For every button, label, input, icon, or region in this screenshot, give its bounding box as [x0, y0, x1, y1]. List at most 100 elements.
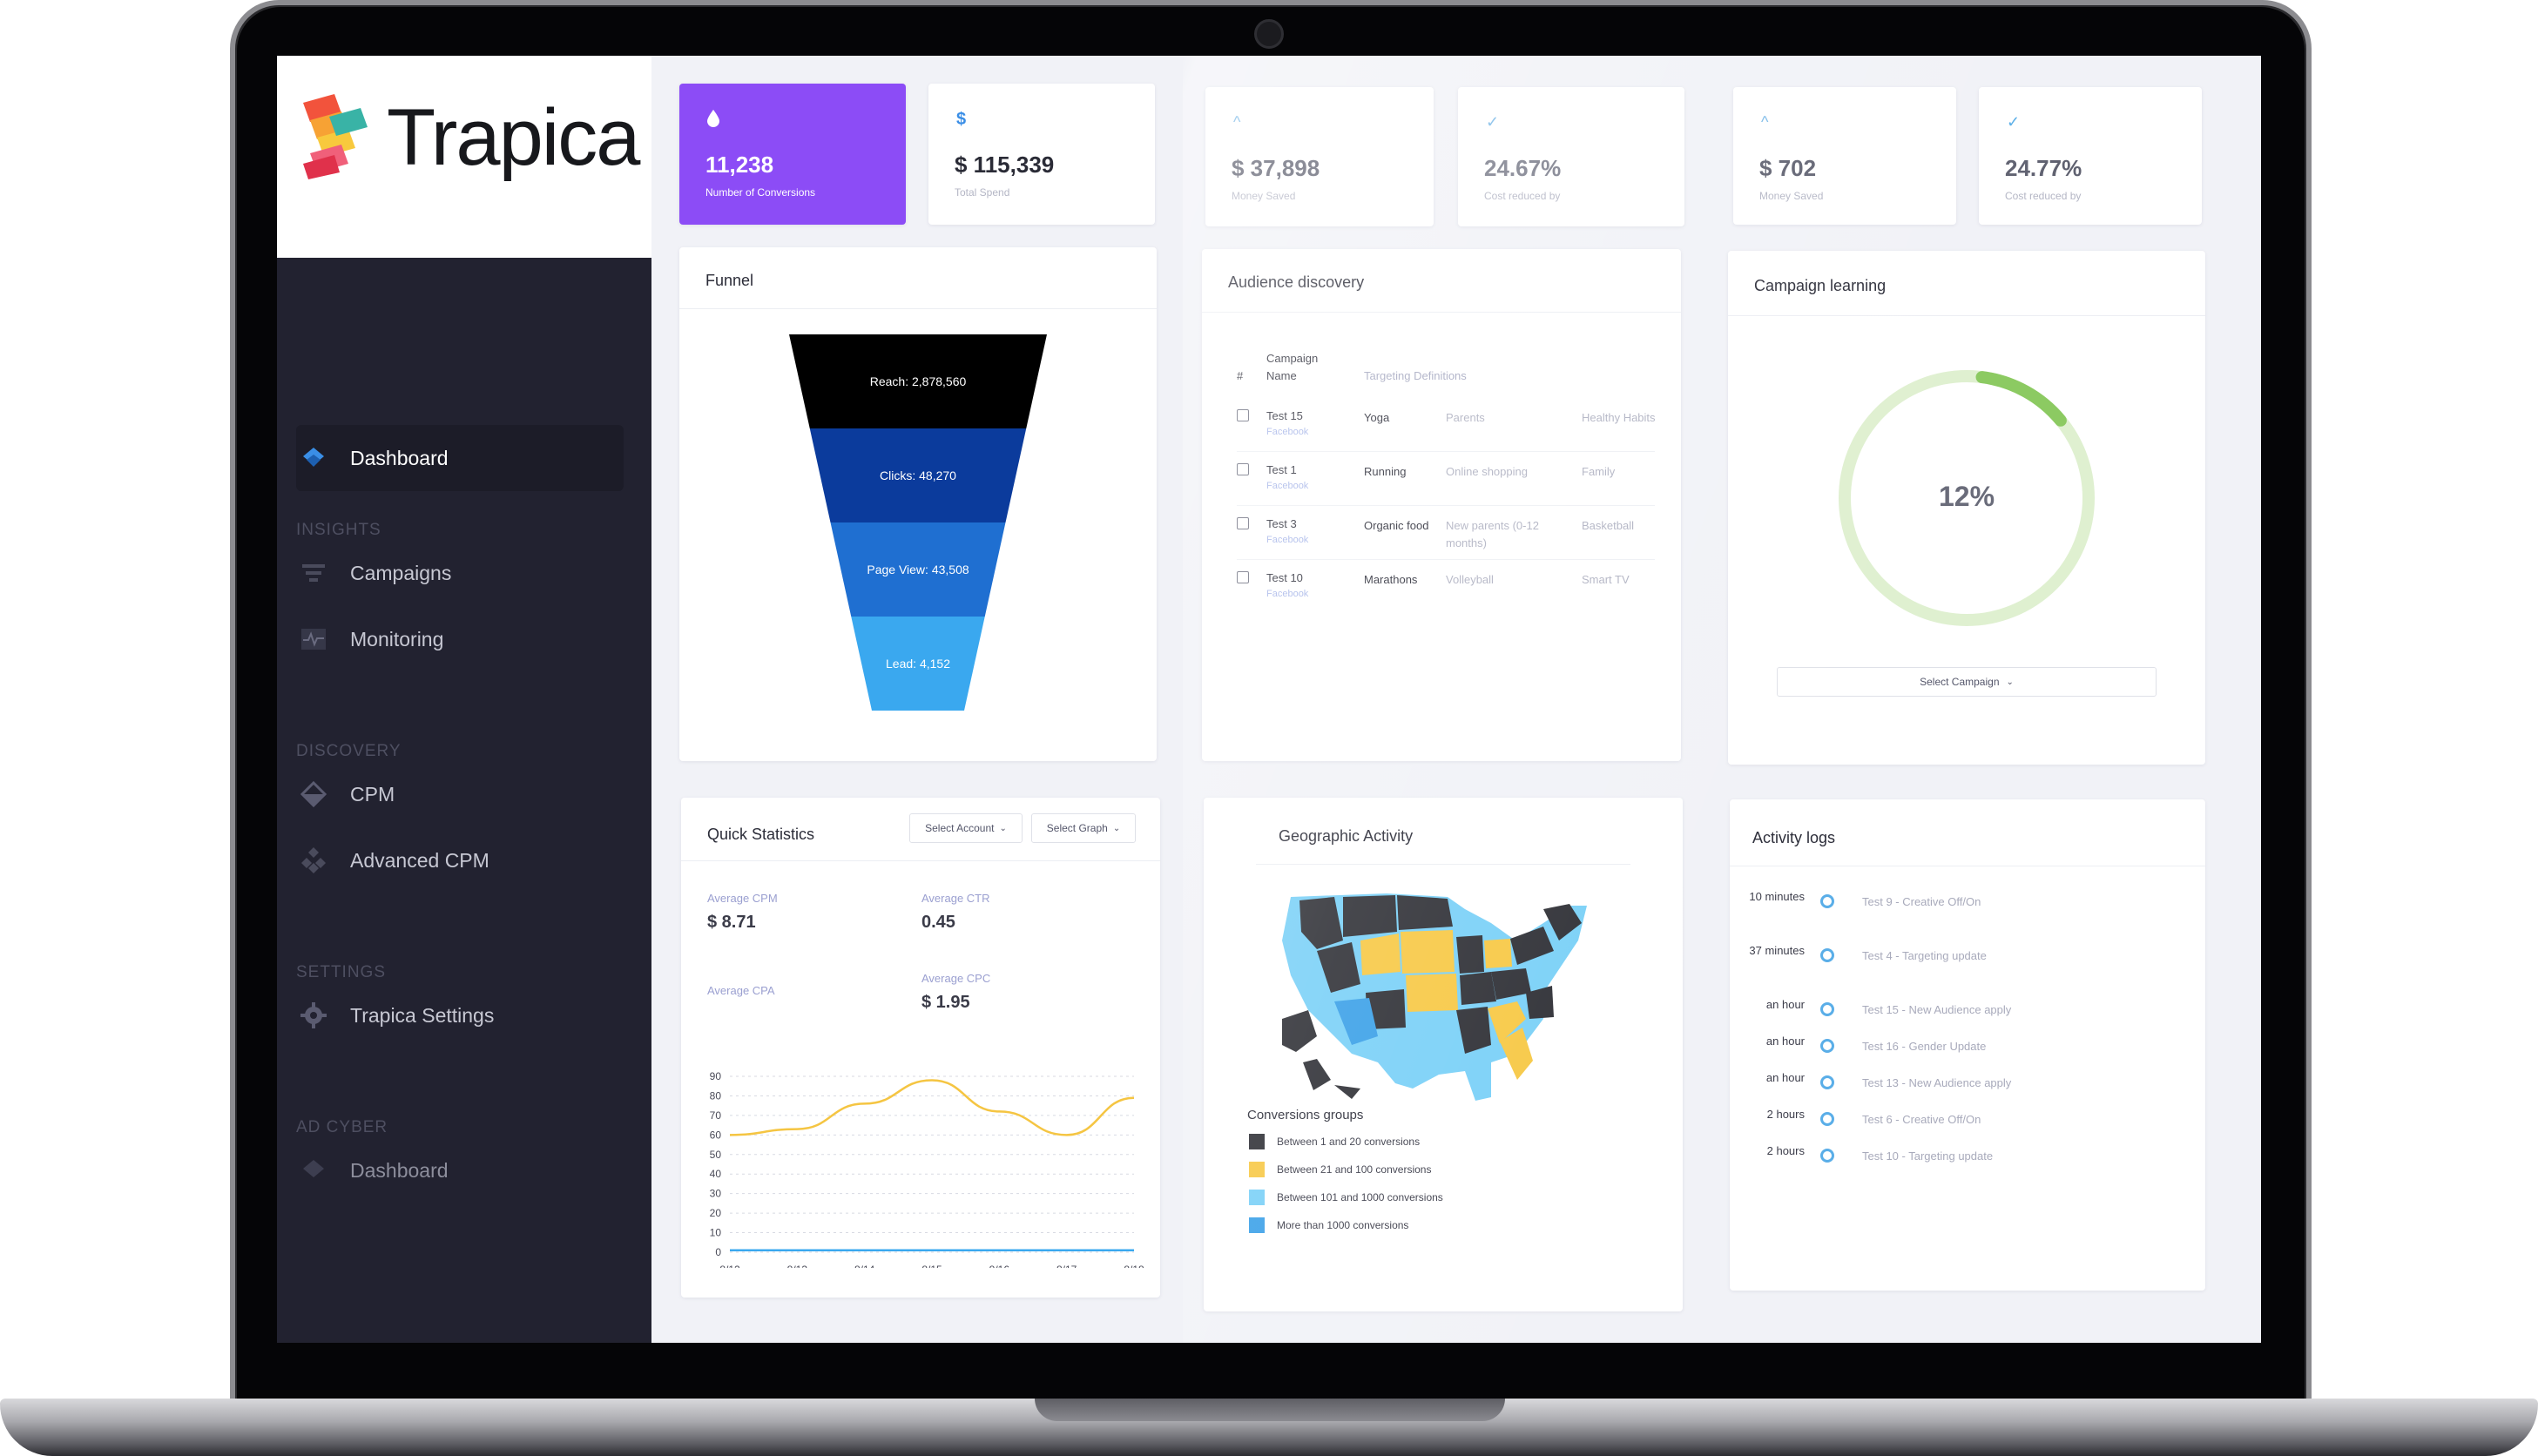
log-text: Test 6 - Creative Off/On: [1862, 1113, 1981, 1126]
sidebar-item-monitoring[interactable]: Monitoring: [296, 606, 624, 672]
y-tick-label: 40: [710, 1168, 722, 1180]
row-divider: [1237, 451, 1655, 452]
stat-value-cpc: $ 1.95: [921, 993, 970, 1012]
sidebar-item-cpm[interactable]: CPM: [296, 761, 624, 827]
x-tick-label: 8/17: [1056, 1264, 1077, 1268]
legend-label: Between 101 and 1000 conversions: [1277, 1191, 1443, 1203]
targeting-2: Parents: [1446, 411, 1485, 424]
kpi-value: $ 115,339: [955, 152, 1055, 178]
card-title: Funnel: [705, 272, 754, 289]
check-icon: ✓: [2007, 113, 2021, 131]
x-tick-label: 8/13: [787, 1264, 808, 1268]
dropdown-label: Select Graph: [1046, 822, 1108, 834]
funnel-stage: [789, 334, 1047, 428]
targeting-3: Family: [1582, 465, 1616, 478]
stat-label-cpa: Average CPA: [707, 984, 775, 997]
kpi-card-conversions: 11,238 Number of Conversions: [679, 84, 906, 225]
x-tick-label: 8/15: [921, 1264, 942, 1268]
droplet-icon: [707, 110, 719, 127]
sidebar: Dashboard INSIGHTS Campaigns Monitoring …: [277, 258, 651, 1343]
y-tick-label: 30: [710, 1188, 722, 1200]
row-checkbox[interactable]: [1237, 409, 1249, 421]
targeting-1: Running: [1364, 465, 1407, 478]
column-header-campaign: Campaign Name: [1266, 352, 1319, 382]
timeline-dot-icon: [1820, 894, 1834, 908]
select-graph-dropdown[interactable]: Select Graph ⌄: [1031, 813, 1136, 843]
funnel-icon: [300, 559, 327, 587]
sidebar-section-insights: INSIGHTS: [296, 521, 381, 539]
logo-area: Trapica: [277, 56, 651, 258]
row-checkbox[interactable]: [1237, 571, 1249, 583]
activity-logs-card: Activity logs 10 minutes Test 9 - Creativ…: [1730, 799, 2205, 1291]
kpi-value: $ 37,898: [1232, 155, 1320, 181]
timeline-dot-icon: [1820, 1002, 1834, 1016]
card-title: Quick Statistics: [707, 826, 815, 843]
dollar-icon: $: [956, 110, 967, 129]
sidebar-section-ad-cyber: AD CYBER: [296, 1118, 388, 1136]
y-tick-label: 50: [710, 1149, 722, 1161]
log-time: an hour: [1765, 1035, 1805, 1048]
sidebar-item-ad-cyber-dashboard[interactable]: Dashboard: [296, 1137, 624, 1203]
sidebar-item-dashboard[interactable]: Dashboard: [296, 425, 624, 491]
series-line: [729, 1079, 1135, 1136]
funnel-card: Funnel Reach: 2,878,560 Clicks: 48,270 Pag…: [679, 247, 1157, 761]
campaign-source: Facebook: [1266, 535, 1309, 545]
chevron-down-icon: ⌄: [1112, 823, 1121, 833]
timeline-dot-icon: [1820, 948, 1834, 962]
campaign-name: Test 15: [1266, 409, 1303, 422]
sidebar-item-campaigns[interactable]: Campaigns: [296, 540, 624, 606]
sidebar-item-trapica-settings[interactable]: Trapica Settings: [296, 982, 624, 1048]
timeline-dot-icon: [1820, 1112, 1834, 1126]
us-choropleth-map: [1282, 893, 1587, 1101]
row-divider: [1237, 505, 1655, 506]
pulse-icon: [300, 625, 327, 653]
sidebar-section-discovery: DISCOVERY: [296, 742, 402, 760]
sidebar-section-settings: SETTINGS: [296, 963, 387, 981]
row-checkbox[interactable]: [1237, 517, 1249, 529]
funnel-stage: [830, 522, 1006, 617]
legend-label: More than 1000 conversions: [1277, 1219, 1409, 1231]
map-legend-title: Conversions groups: [1247, 1108, 1364, 1122]
funnel-stage: [851, 617, 985, 711]
timeline-dot-icon: [1820, 1149, 1834, 1163]
sidebar-item-label: Campaigns: [350, 561, 452, 584]
log-time: an hour: [1765, 998, 1805, 1011]
log-time: 10 minutes: [1749, 890, 1805, 903]
kpi-card-cost-reduced-2: ✓ 24.77% Cost reduced by: [1979, 87, 2202, 225]
funnel-stage: [809, 428, 1027, 522]
x-tick-label: 8/16: [989, 1264, 1010, 1268]
legend-swatch-1-20: [1249, 1134, 1265, 1149]
timeline-dot-icon: [1820, 1075, 1834, 1089]
quick-stats-line-chart: 0 10 20 30 40 50 60 70 80 90 8/12 8/13 8/14 8/15 8/16 8…: [710, 1070, 1144, 1268]
funnel-stage-label: Lead: 4,152: [886, 657, 950, 671]
kpi-card-total-spend: $ $ 115,339 Total Spend: [928, 84, 1155, 225]
kpi-value: $ 702: [1759, 155, 1817, 181]
row-checkbox[interactable]: [1237, 463, 1249, 475]
log-time: 37 minutes: [1749, 944, 1805, 957]
campaign-name: Test 10: [1266, 571, 1303, 584]
kpi-value: 24.77%: [2005, 155, 2082, 181]
kpi-value: 11,238: [705, 152, 774, 178]
column-header-targeting: Targeting Definitions: [1364, 369, 1467, 382]
campaign-source: Facebook: [1266, 427, 1309, 437]
y-tick-label: 10: [710, 1227, 722, 1239]
x-tick-label: 8/12: [719, 1264, 740, 1268]
x-tick-label: 8/18: [1124, 1264, 1144, 1268]
sidebar-item-advanced-cpm[interactable]: Advanced CPM: [296, 827, 624, 893]
geographic-activity-card: Geographic Activity: [1204, 798, 1683, 1311]
sidebar-item-label: Advanced CPM: [350, 848, 489, 872]
campaign-name: Test 1: [1266, 463, 1297, 476]
select-account-dropdown[interactable]: Select Account ⌄: [909, 813, 1023, 843]
y-tick-label: 70: [710, 1109, 722, 1122]
timeline-dot-icon: [1820, 1039, 1834, 1053]
kpi-label: Cost reduced by: [1484, 190, 1561, 202]
log-text: Test 13 - New Audience apply: [1862, 1076, 2012, 1089]
funnel-stage-label: Reach: 2,878,560: [870, 374, 967, 388]
legend-label: Between 1 and 20 conversions: [1277, 1136, 1421, 1148]
targeting-1: Yoga: [1364, 411, 1390, 424]
select-campaign-dropdown[interactable]: Select Campaign ⌄: [1777, 667, 2157, 697]
diamond-icon: [300, 780, 327, 808]
legend-label: Between 21 and 100 conversions: [1277, 1163, 1432, 1176]
stat-value-ctr: 0.45: [921, 913, 955, 932]
log-text: Test 16 - Gender Update: [1862, 1040, 1987, 1053]
